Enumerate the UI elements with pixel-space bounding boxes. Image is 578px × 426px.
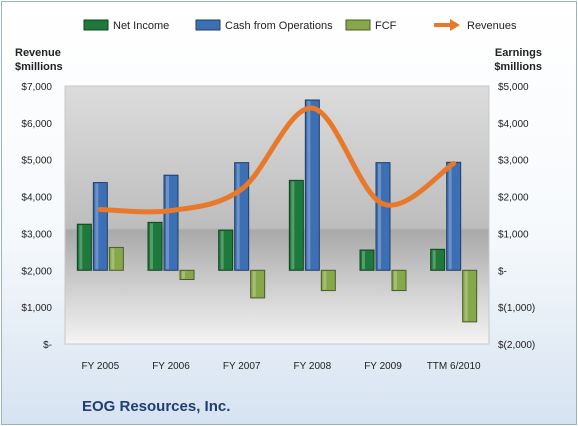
bar-highlight <box>79 225 83 270</box>
bar-highlight <box>166 176 169 270</box>
bar-fcf <box>320 269 336 292</box>
bar-highlight <box>464 271 468 321</box>
revenue-line-layer <box>97 105 457 215</box>
bar-fcf <box>108 246 124 271</box>
bar-highlight <box>378 163 381 270</box>
bar-highlight <box>307 101 311 270</box>
left-tick-label: $2,000 <box>21 266 52 277</box>
bar-cash-from-operations <box>375 162 391 271</box>
legend-swatch <box>195 19 221 31</box>
bar-net-income <box>218 229 234 271</box>
bar-highlight <box>448 163 452 270</box>
right-tick-label: $- <box>498 266 507 277</box>
plot-area <box>64 85 490 345</box>
left-tick-label: $6,000 <box>21 119 52 130</box>
x-tick-label: FY 2005 <box>82 361 120 372</box>
bar-highlight <box>220 231 224 270</box>
right-tick-label: $1,000 <box>498 229 529 240</box>
legend-label: Net Income <box>113 20 169 32</box>
left-tick-label: $3,000 <box>21 229 52 240</box>
bar-highlight <box>236 163 240 270</box>
bar-net-income <box>147 221 163 271</box>
bar-net-income <box>359 249 375 271</box>
company-name: EOG Resources, Inc. <box>82 398 231 415</box>
bar-highlight <box>150 223 153 270</box>
bar-fcf <box>179 269 195 280</box>
legend-swatch <box>83 19 109 31</box>
bar-net-income <box>76 223 92 271</box>
right-tick-label: $4,000 <box>498 119 529 130</box>
axes: $- $1,000 $2,000 $3,000 $4,000 $5,000 $6,000 $7… <box>15 47 542 372</box>
bar-net-income <box>430 248 446 271</box>
legend-arrow <box>450 19 460 31</box>
legend-label: Revenues <box>467 20 517 32</box>
right-axis-title: Earnings <box>495 47 542 59</box>
bar-cash-from-operations <box>163 174 179 271</box>
bar-highlight <box>432 250 436 270</box>
bar-cash-from-operations <box>92 182 108 271</box>
legend: Net Income Cash from Operations FCF Revenue… <box>83 19 517 32</box>
bar-fcf <box>391 269 407 292</box>
right-tick-label: $(2,000) <box>498 340 535 351</box>
bar-cash-from-operations <box>304 99 320 271</box>
legend-label: Cash from Operations <box>225 20 333 32</box>
left-tick-label: $- <box>43 340 52 351</box>
x-tick-label: FY 2006 <box>152 361 190 372</box>
right-tick-label: $2,000 <box>498 193 529 204</box>
bar-net-income <box>288 179 304 271</box>
x-tick-label: FY 2008 <box>294 361 332 372</box>
right-tick-label: $5,000 <box>498 82 529 93</box>
bar-fcf <box>250 269 266 299</box>
legend-swatch <box>345 19 371 31</box>
left-axis-title: $millions <box>15 61 63 73</box>
bar-highlight <box>362 251 365 270</box>
bar-highlight <box>252 271 256 297</box>
bar-highlight <box>95 183 99 270</box>
bar-highlight <box>291 181 295 270</box>
legend-label: FCF <box>375 20 397 32</box>
bar-highlight <box>323 271 327 290</box>
bar-highlight <box>182 271 185 279</box>
left-tick-label: $4,000 <box>21 193 52 204</box>
left-tick-label: $5,000 <box>21 156 52 167</box>
bar-highlight <box>394 271 397 290</box>
x-tick-label: TTM 6/2010 <box>427 361 481 372</box>
revenue-line <box>97 105 457 215</box>
x-tick-label: FY 2007 <box>223 361 261 372</box>
bar-fcf <box>462 269 478 323</box>
right-axis-title: $millions <box>494 61 542 73</box>
x-tick-label: FY 2009 <box>364 361 402 372</box>
right-tick-label: $(1,000) <box>498 303 535 314</box>
left-tick-label: $1,000 <box>21 303 52 314</box>
right-tick-label: $3,000 <box>498 156 529 167</box>
left-tick-label: $7,000 <box>21 82 52 93</box>
bar-highlight <box>111 248 115 270</box>
left-axis-title: Revenue <box>15 47 61 59</box>
